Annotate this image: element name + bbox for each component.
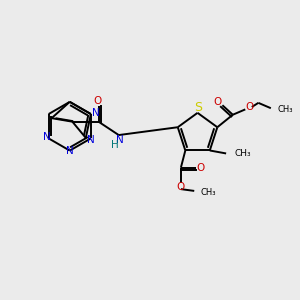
Text: N: N <box>66 146 74 156</box>
Text: N: N <box>116 135 124 146</box>
Text: O: O <box>245 102 253 112</box>
Text: CH₃: CH₃ <box>235 149 251 158</box>
Text: CH₃: CH₃ <box>201 188 216 197</box>
Text: N: N <box>87 135 95 145</box>
Text: O: O <box>214 97 222 107</box>
Text: N: N <box>43 132 51 142</box>
Text: N: N <box>92 108 100 118</box>
Text: H: H <box>111 140 119 151</box>
Text: O: O <box>93 96 101 106</box>
Text: CH₃: CH₃ <box>278 105 293 114</box>
Text: O: O <box>197 163 205 173</box>
Text: S: S <box>194 101 202 114</box>
Text: O: O <box>177 182 185 192</box>
